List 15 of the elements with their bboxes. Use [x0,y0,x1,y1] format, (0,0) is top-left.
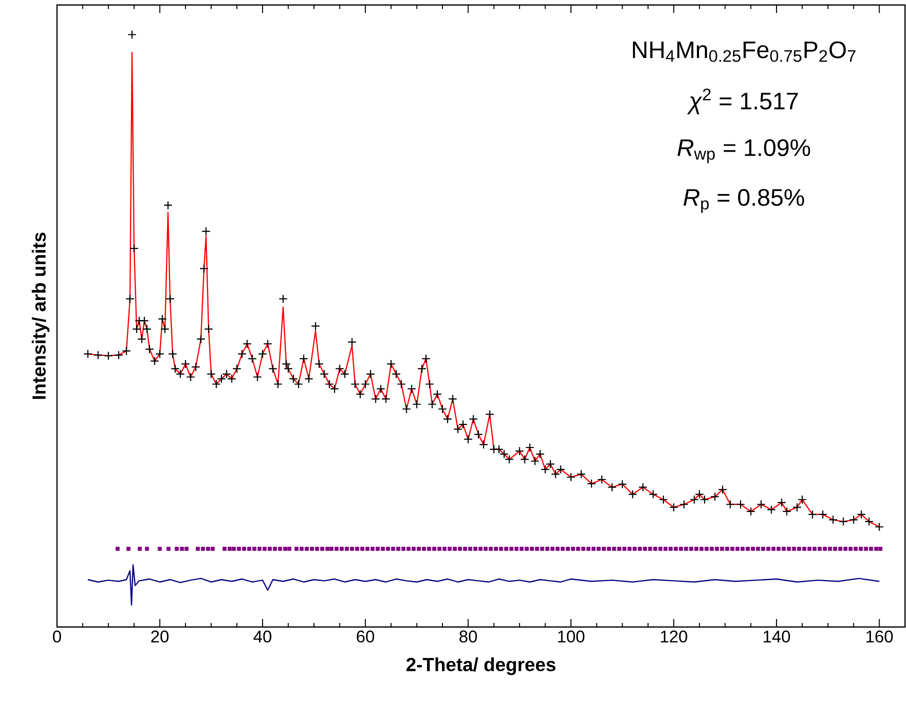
annotation: R$_{p}$ = 0.85% [684,188,804,213]
annotation: χ$^{2}$ = 1.517 [687,88,798,114]
text: NH$_{4}$Mn$_{0.25}$Fe$_{0.75}$P$_{2}$O$_{7}$ [632,41,856,62]
x-tick-label: 100 [558,630,584,643]
x-tick-label: 60 [356,630,374,643]
y-axis-title: Intensity/ arb units [32,232,50,399]
x-axis-title: 2-Theta/ degrees [406,657,556,676]
x-tick-label: 0 [52,630,62,643]
x-tick-label: 80 [459,630,477,643]
x-tick-label: 40 [254,630,272,643]
x-tick-label: 120 [660,630,688,643]
annotation: R$_{wp}$ = 1.09% [678,139,810,164]
x-tick-label: 20 [151,630,169,643]
x-tick-label: 160 [866,630,893,643]
x-tick-label: 140 [764,630,790,643]
